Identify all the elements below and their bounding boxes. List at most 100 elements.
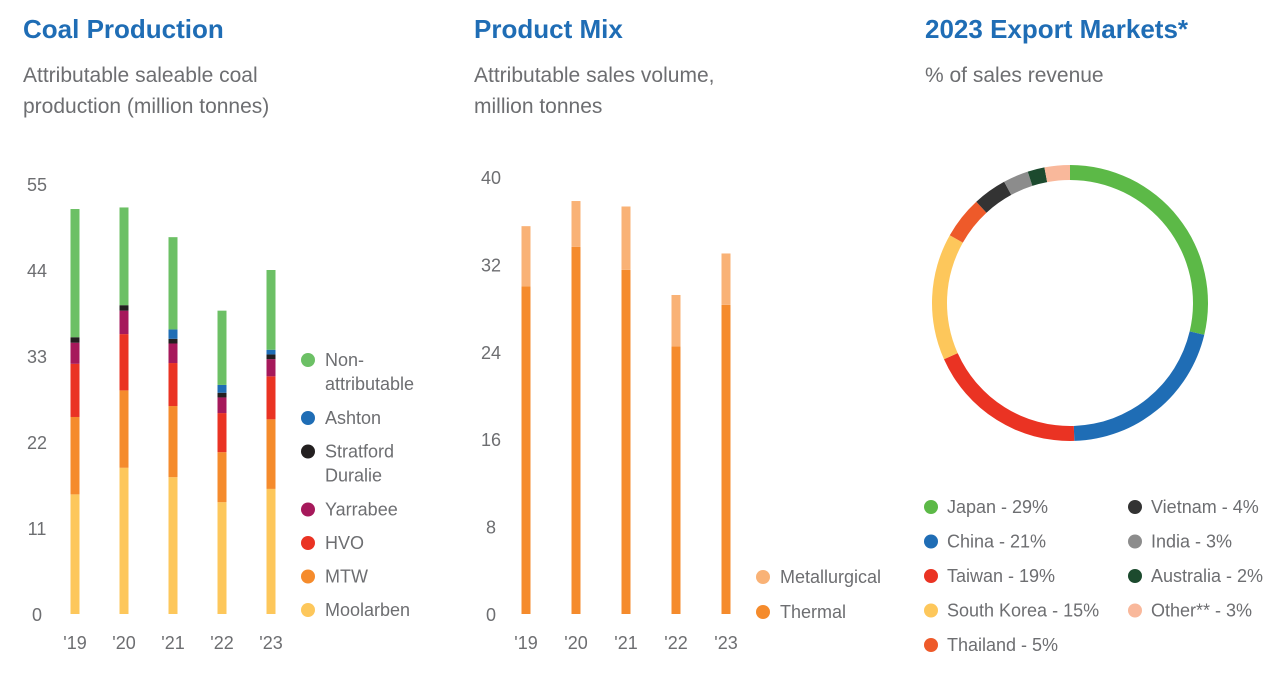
legend-marker: [1128, 534, 1142, 549]
legend-label: Japan - 29%: [947, 497, 1048, 517]
y-tick-label: 0: [486, 605, 496, 625]
legend-label: Ashton: [325, 408, 381, 428]
donut-slice: [949, 201, 987, 243]
x-tick-label: '21: [614, 633, 637, 653]
bar-segment: [266, 419, 276, 489]
bar-segment: [168, 338, 178, 344]
x-tick-label: '20: [564, 633, 587, 653]
bar-segment: [119, 305, 129, 311]
bar-segment: [70, 337, 80, 343]
x-tick-label: '19: [63, 633, 86, 653]
legend-marker: [301, 444, 315, 459]
product-mix-chart: 40 32 24 16 8 0 '19 '20 '21 '22 '23 Metallurgical Th…: [481, 168, 881, 653]
x-tick-label: '22: [210, 633, 233, 653]
bar-segment: [70, 342, 80, 364]
coal-production-subtitle-line: Attributable saleable coal: [23, 64, 258, 87]
export-markets-title: 2023 Export Markets*: [925, 14, 1189, 44]
donut-slice: [932, 235, 963, 360]
coal-production-title: Coal Production: [23, 14, 224, 44]
bar-segment: [70, 209, 80, 338]
bar-segment: [119, 390, 129, 468]
bar-segment: [571, 246, 581, 615]
export-markets-subtitle-line: % of sales revenue: [925, 64, 1104, 87]
bar-segment: [671, 346, 681, 614]
bar-segment: [571, 201, 581, 247]
product-mix-panel: Product Mix Attributable sales volume, m…: [474, 0, 894, 688]
bar-segment: [119, 310, 129, 335]
legend-label: attributable: [325, 374, 414, 394]
y-tick-label: 44: [27, 261, 47, 281]
legend-label: India - 3%: [1151, 532, 1232, 552]
bar-segment: [70, 416, 80, 495]
legend-marker: [924, 603, 938, 618]
legend-marker: [301, 569, 315, 584]
x-tick-label: '23: [259, 633, 282, 653]
bar-segment: [266, 270, 276, 350]
x-tick-label: '22: [664, 633, 687, 653]
y-tick-label: 33: [27, 347, 47, 367]
bar-segment: [671, 294, 681, 347]
bar-segment: [217, 502, 227, 614]
bar-segment: [168, 363, 178, 407]
legend-marker: [756, 605, 770, 619]
coal-production-subtitle-line: production (million tonnes): [23, 95, 270, 118]
bar-segment: [621, 269, 631, 614]
export-markets-subtitle: % of sales revenue: [925, 60, 1104, 91]
bar-segment: [70, 363, 80, 417]
product-mix-subtitle-line: Attributable sales volume,: [474, 64, 715, 87]
legend-label: Taiwan - 19%: [947, 566, 1055, 586]
legend-label: Metallurgical: [780, 567, 881, 587]
bar-segment: [217, 310, 227, 385]
bar-segment: [119, 334, 129, 391]
legend-label: MTW: [325, 567, 368, 587]
legend-marker: [1128, 569, 1142, 583]
legend-label: Vietnam - 4%: [1151, 497, 1259, 517]
y-tick-label: 11: [28, 519, 47, 539]
donut-slice: [1070, 165, 1208, 335]
y-tick-label: 22: [27, 433, 47, 453]
legend-label: China - 21%: [947, 532, 1046, 552]
bar-segment: [217, 392, 227, 398]
coal-production-subtitle: Attributable saleable coal production (m…: [23, 60, 269, 122]
x-tick-label: '23: [714, 633, 737, 653]
legend-label: Thailand - 5%: [947, 635, 1058, 655]
bar-segment: [266, 354, 276, 360]
legend-marker: [924, 638, 938, 652]
legend-label: Australia - 2%: [1151, 566, 1263, 586]
bar-segment: [217, 397, 227, 414]
bar-segment: [621, 206, 631, 270]
donut-slice: [1044, 165, 1070, 183]
product-mix-subtitle-line: million tonnes: [474, 95, 603, 118]
y-tick-label: 55: [27, 175, 47, 195]
legend-marker: [301, 536, 315, 550]
bar-segment: [721, 304, 731, 614]
bar-segment: [217, 452, 227, 503]
y-tick-label: 0: [32, 605, 42, 625]
export-markets-chart: Japan - 29% China - 21% Taiwan - 19% South …: [924, 165, 1263, 655]
x-tick-label: '19: [514, 633, 537, 653]
product-mix-subtitle: Attributable sales volume, million tonne…: [474, 60, 714, 122]
coal-production-panel: Coal Production Attributable saleable co…: [23, 0, 443, 688]
y-tick-label: 24: [481, 343, 501, 363]
legend-label: Other** - 3%: [1151, 601, 1252, 621]
legend-label: Stratford: [325, 442, 394, 462]
bar-segment: [168, 477, 178, 614]
bar-segment: [119, 467, 129, 614]
bar-segment: [266, 376, 276, 420]
legend-label: Non-: [325, 350, 364, 370]
legend-marker: [301, 502, 315, 517]
legend-marker: [924, 569, 938, 583]
legend-marker: [756, 570, 770, 584]
legend-marker: [301, 353, 315, 367]
donut-slice: [1004, 171, 1033, 195]
legend-label: Duralie: [325, 466, 382, 486]
product-mix-title: Product Mix: [474, 14, 623, 44]
bar-segment: [168, 237, 178, 330]
legend-marker: [924, 534, 938, 549]
donut-slice: [1027, 167, 1048, 186]
y-tick-label: 32: [481, 255, 501, 275]
legend-marker: [301, 603, 315, 617]
bar-segment: [217, 413, 227, 453]
x-tick-label: '20: [112, 633, 135, 653]
bar-segment: [521, 226, 531, 287]
